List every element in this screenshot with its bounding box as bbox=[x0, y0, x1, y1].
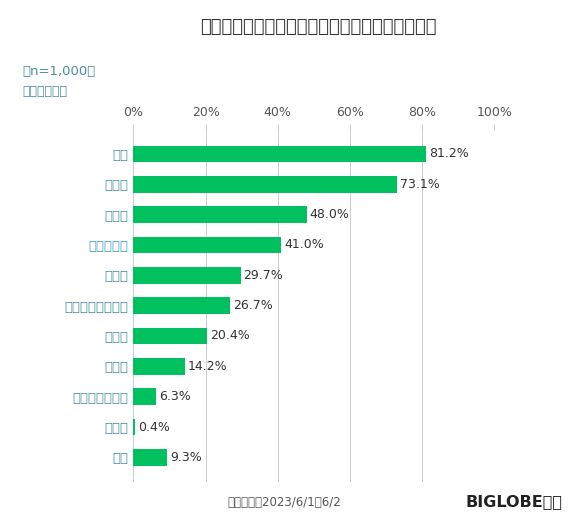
Text: 73.1%: 73.1% bbox=[400, 178, 440, 191]
Text: （複数回答）: （複数回答） bbox=[23, 85, 68, 98]
Bar bbox=[133, 267, 241, 284]
Bar bbox=[133, 449, 167, 466]
Text: 26.7%: 26.7% bbox=[233, 299, 273, 312]
Bar bbox=[133, 419, 135, 435]
Text: BIGLOBE調べ: BIGLOBE調べ bbox=[465, 494, 562, 509]
Text: 29.7%: 29.7% bbox=[244, 269, 283, 282]
Bar bbox=[133, 388, 156, 405]
Bar bbox=[133, 206, 307, 223]
Bar bbox=[133, 146, 427, 162]
Text: 6.3%: 6.3% bbox=[159, 390, 191, 403]
Text: 20.4%: 20.4% bbox=[210, 329, 250, 342]
Bar bbox=[133, 176, 397, 193]
Text: 9.3%: 9.3% bbox=[170, 451, 202, 464]
Bar bbox=[133, 297, 230, 314]
Text: 48.0%: 48.0% bbox=[310, 208, 349, 221]
Bar bbox=[133, 237, 281, 253]
Bar bbox=[133, 358, 185, 375]
Text: 調査期間：2023/6/1～6/2: 調査期間：2023/6/1～6/2 bbox=[227, 496, 341, 509]
Bar bbox=[133, 327, 207, 344]
Text: 0.4%: 0.4% bbox=[138, 421, 170, 434]
Text: 価格の上昇が生活に影響があると感じているもの: 価格の上昇が生活に影響があると感じているもの bbox=[200, 18, 436, 36]
Text: 14.2%: 14.2% bbox=[187, 360, 227, 373]
Text: 41.0%: 41.0% bbox=[284, 238, 324, 251]
Text: （n=1,000）: （n=1,000） bbox=[23, 65, 96, 78]
Text: 81.2%: 81.2% bbox=[429, 147, 469, 161]
